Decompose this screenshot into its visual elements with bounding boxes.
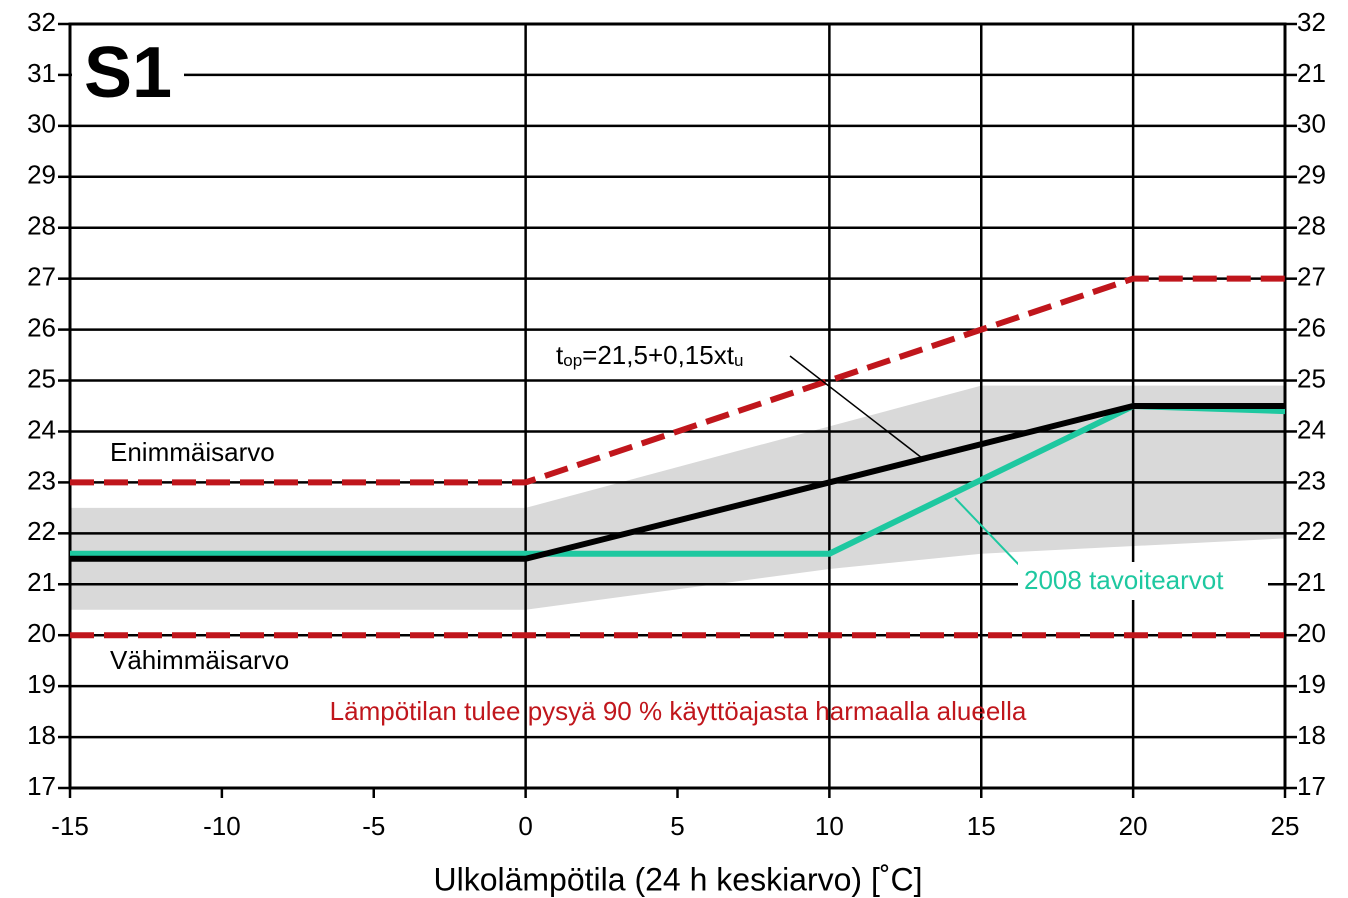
y-tick-label: 17 — [27, 771, 56, 801]
formula-part: =21,5+0,15xt — [582, 340, 735, 370]
y-tick-label: 18 — [27, 720, 56, 750]
band-note: Lämpötilan tulee pysyä 90 % käyttöajasta… — [330, 696, 1027, 726]
y-tick-label: 20 — [27, 618, 56, 648]
y-tick-label: 24 — [27, 414, 56, 444]
x-tick-label: 0 — [518, 811, 532, 841]
x-tick-label: 5 — [670, 811, 684, 841]
y-tick-label: 22 — [27, 516, 56, 546]
x-tick-label: 10 — [815, 811, 844, 841]
y2-tick-label: 19 — [1297, 669, 1326, 699]
y2-tick-label: 28 — [1297, 211, 1326, 241]
x-tick-label: -10 — [203, 811, 241, 841]
y2-tick-label: 21 — [1297, 58, 1326, 88]
label-bg — [1018, 562, 1268, 600]
y2-tick-label: 29 — [1297, 160, 1326, 190]
y-tick-label: 30 — [27, 109, 56, 139]
series-line — [70, 275, 1285, 486]
y2-tick-label: 30 — [1297, 109, 1326, 139]
y-tick-label: 23 — [27, 465, 56, 495]
x-tick-label: 15 — [967, 811, 996, 841]
y2-tick-label: 26 — [1297, 312, 1326, 342]
y-tick-label: 29 — [27, 160, 56, 190]
y-tick-label: 21 — [27, 567, 56, 597]
x-tick-label: 20 — [1119, 811, 1148, 841]
series-label: Enimmäisarvo — [110, 437, 275, 467]
y-tick-label: 32 — [27, 7, 56, 37]
y-tick-label: 19 — [27, 669, 56, 699]
y2-tick-label: 21 — [1297, 567, 1326, 597]
y-tick-label: 28 — [27, 211, 56, 241]
formula-part: t — [556, 340, 564, 370]
leader-line — [789, 355, 923, 459]
y-tick-label: 31 — [27, 58, 56, 88]
y2-tick-label: 27 — [1297, 262, 1326, 292]
y2-tick-label: 22 — [1297, 516, 1326, 546]
series-label: Vähimmäisarvo — [110, 645, 289, 675]
formula-part: op — [563, 351, 582, 370]
series-label: 2008 tavoitearvot — [1024, 565, 1224, 595]
y2-tick-label: 25 — [1297, 363, 1326, 393]
title-bg — [72, 40, 184, 115]
x-tick-label: 25 — [1271, 811, 1300, 841]
y2-tick-label: 20 — [1297, 618, 1326, 648]
formula-part: u — [734, 351, 743, 370]
y2-tick-label: 32 — [1297, 7, 1326, 37]
y-tick-label: 26 — [27, 312, 56, 342]
leader-line — [954, 497, 1023, 569]
y2-tick-label: 24 — [1297, 414, 1326, 444]
y2-tick-label: 23 — [1297, 465, 1326, 495]
y2-tick-label: 17 — [1297, 771, 1326, 801]
series-line — [70, 403, 1285, 562]
x-axis-label: Ulkolämpötila (24 h keskiarvo) [˚C] — [433, 861, 922, 897]
y-tick-label: 27 — [27, 262, 56, 292]
x-tick-label: -5 — [362, 811, 385, 841]
x-tick-label: -15 — [51, 811, 89, 841]
y2-tick-label: 18 — [1297, 720, 1326, 750]
chart-title: S1 — [84, 33, 172, 113]
formula: top=21,5+0,15xtu — [556, 340, 743, 371]
y-tick-label: 25 — [27, 363, 56, 393]
